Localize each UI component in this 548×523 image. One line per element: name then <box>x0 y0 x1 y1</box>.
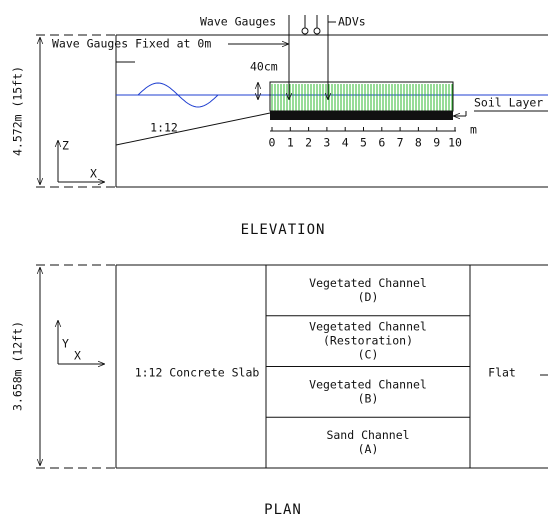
plan: 3.658m (12ft) Y X 1:12 Concrete Slab Fla… <box>11 264 548 518</box>
fixed-label: Wave Gauges Fixed at 0m <box>52 37 211 51</box>
channel-label: Vegetated Channel <box>309 377 427 391</box>
axis-x: X <box>90 167 97 181</box>
scale-label: 6 <box>378 136 385 150</box>
plan-title: PLAN <box>264 502 302 518</box>
flat-label: Flat <box>488 366 516 380</box>
scale-label: 4 <box>342 136 349 150</box>
channel-label: (Restoration) <box>323 334 413 348</box>
scale-label: 3 <box>323 136 330 150</box>
axis-z: Z <box>62 139 69 153</box>
elevation-title: ELEVATION <box>241 222 326 238</box>
scale-label: 5 <box>360 136 367 150</box>
slope-label: 1:12 <box>150 121 178 135</box>
soil-label: Soil Layer <box>474 96 543 110</box>
scale-label: 9 <box>433 136 440 150</box>
slab-label: 1:12 Concrete Slab <box>135 366 260 380</box>
depth-label: 4.572m (15ft) <box>11 66 25 156</box>
axis-y: Y <box>62 337 69 351</box>
scale-label: 8 <box>415 136 422 150</box>
channel-label: (C) <box>358 348 379 362</box>
channel-label: (A) <box>358 442 379 456</box>
scale-label: 2 <box>305 136 312 150</box>
channel-label: Vegetated Channel <box>309 320 427 334</box>
channel-label: (D) <box>358 290 379 304</box>
unit-label: m <box>470 123 477 137</box>
scale-label: 0 <box>269 136 276 150</box>
scale-label: 10 <box>448 136 462 150</box>
axis-x: X <box>74 349 81 363</box>
channel-label: Sand Channel <box>326 428 409 442</box>
channel-label: (B) <box>358 391 379 405</box>
advs-label: ADVs <box>338 15 366 29</box>
height-label: 40cm <box>250 60 278 74</box>
width-label: 3.658m (12ft) <box>11 321 25 411</box>
scale-label: 1 <box>287 136 294 150</box>
channel-label: Vegetated Channel <box>309 276 427 290</box>
wave-gauges-label: Wave Gauges <box>200 15 276 29</box>
elevation: 4.572m (15ft) Wave Gauges Fixed at 0m Wa… <box>11 15 548 238</box>
scale-label: 7 <box>397 136 404 150</box>
